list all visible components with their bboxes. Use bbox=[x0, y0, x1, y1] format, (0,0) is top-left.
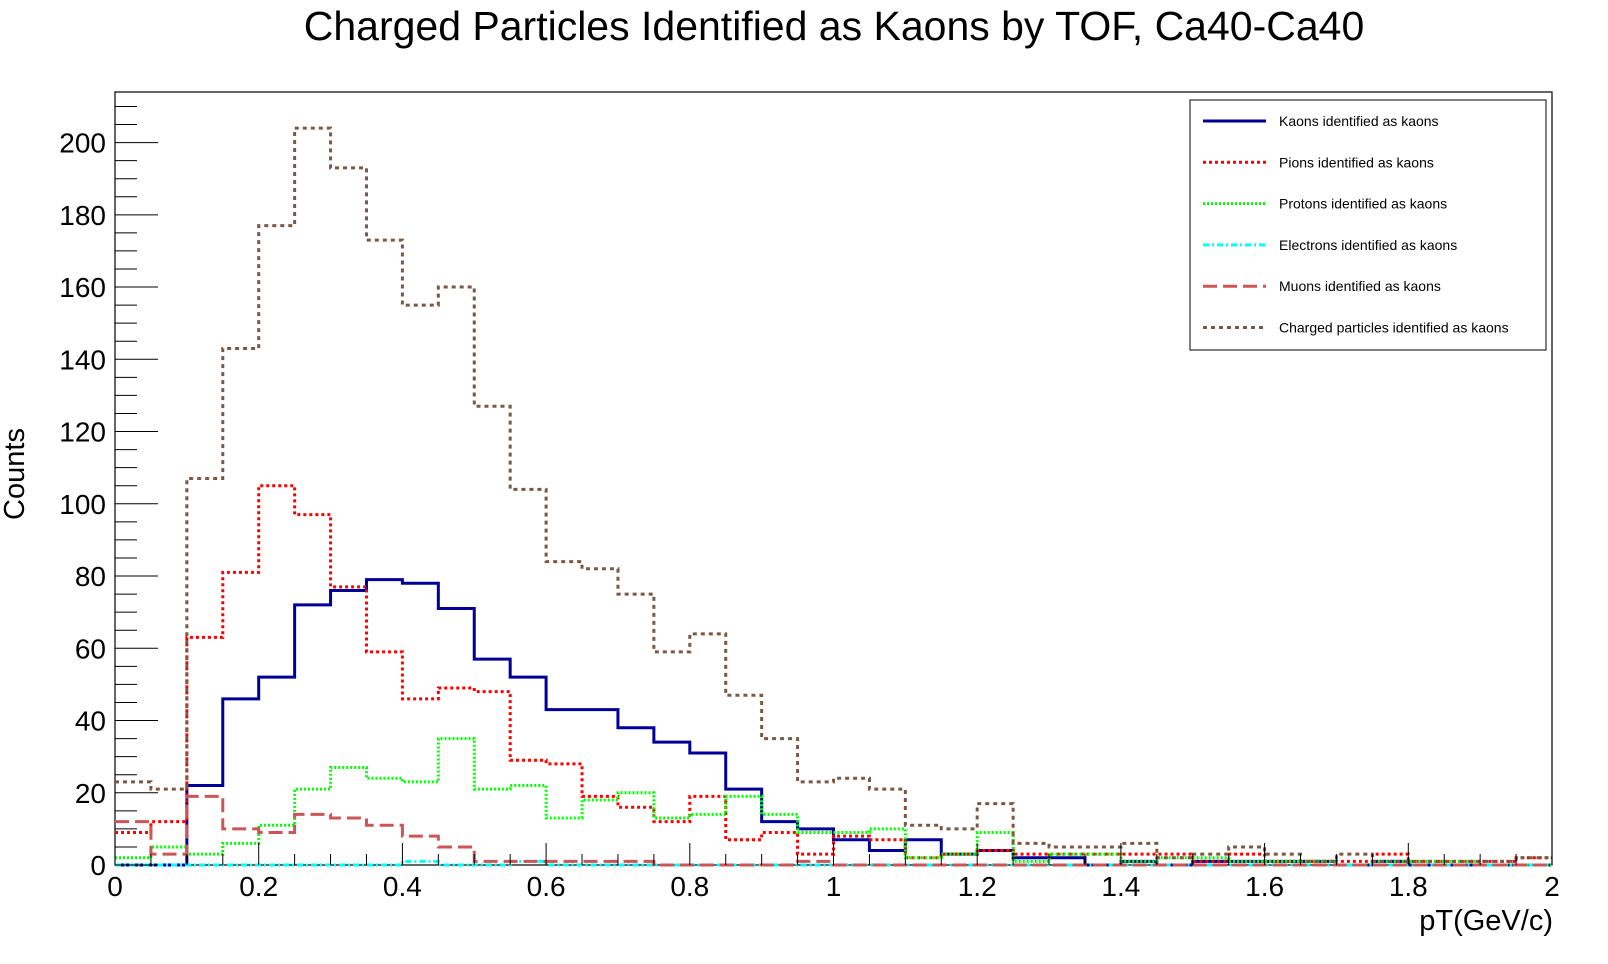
y-tick-label: 100 bbox=[59, 489, 106, 520]
y-tick-label: 160 bbox=[59, 272, 106, 303]
axes-group: 0 0.2 0.4 0.6 0.8 1 1.2 1.4 1.6 1.8 20204060801001… bbox=[59, 105, 1560, 902]
legend-entry-label: Kaons identified as kaons bbox=[1279, 113, 1439, 129]
series-line-2 bbox=[115, 737, 1552, 867]
x-tick-label: 1.4 bbox=[1101, 871, 1140, 902]
legend-entry-label: Electrons identified as kaons bbox=[1279, 237, 1457, 253]
y-tick-label: 180 bbox=[59, 200, 106, 231]
legend-entry-label: Charged particles identified as kaons bbox=[1279, 320, 1509, 336]
y-tick-label: 200 bbox=[59, 128, 106, 159]
x-tick-label: 1 bbox=[826, 871, 842, 902]
y-tick-label: 80 bbox=[75, 561, 106, 592]
legend-entry-label: Muons identified as kaons bbox=[1279, 278, 1441, 294]
x-tick-label: 1.8 bbox=[1389, 871, 1428, 902]
y-tick-label: 20 bbox=[75, 778, 106, 809]
x-tick-label: 0 bbox=[107, 871, 123, 902]
series-line-4 bbox=[115, 794, 1552, 867]
y-tick-label: 60 bbox=[75, 633, 106, 664]
x-tick-label: 0.2 bbox=[239, 871, 278, 902]
x-tick-label: 2 bbox=[1544, 871, 1560, 902]
x-tick-label: 0.6 bbox=[527, 871, 566, 902]
legend-box bbox=[1189, 99, 1547, 351]
x-tick-label: 1.2 bbox=[958, 871, 997, 902]
y-tick-label: 0 bbox=[90, 850, 106, 881]
legend-entry-label: Pions identified as kaons bbox=[1279, 154, 1434, 170]
legend: Kaons identified as kaons Pions identifie… bbox=[1189, 99, 1547, 351]
y-tick-label: 120 bbox=[59, 417, 106, 448]
y-axis-label: Counts bbox=[0, 428, 31, 520]
x-axis-label: pT(GeV/c) bbox=[1419, 905, 1553, 937]
y-tick-label: 40 bbox=[75, 706, 106, 737]
y-tick-label: 140 bbox=[59, 344, 106, 375]
x-tick-label: 1.6 bbox=[1245, 871, 1284, 902]
legend-entry-label: Protons identified as kaons bbox=[1279, 196, 1447, 212]
x-tick-label: 0.8 bbox=[670, 871, 709, 902]
x-tick-label: 0.4 bbox=[383, 871, 422, 902]
chart-title: Charged Particles Identified as Kaons by… bbox=[304, 3, 1365, 49]
